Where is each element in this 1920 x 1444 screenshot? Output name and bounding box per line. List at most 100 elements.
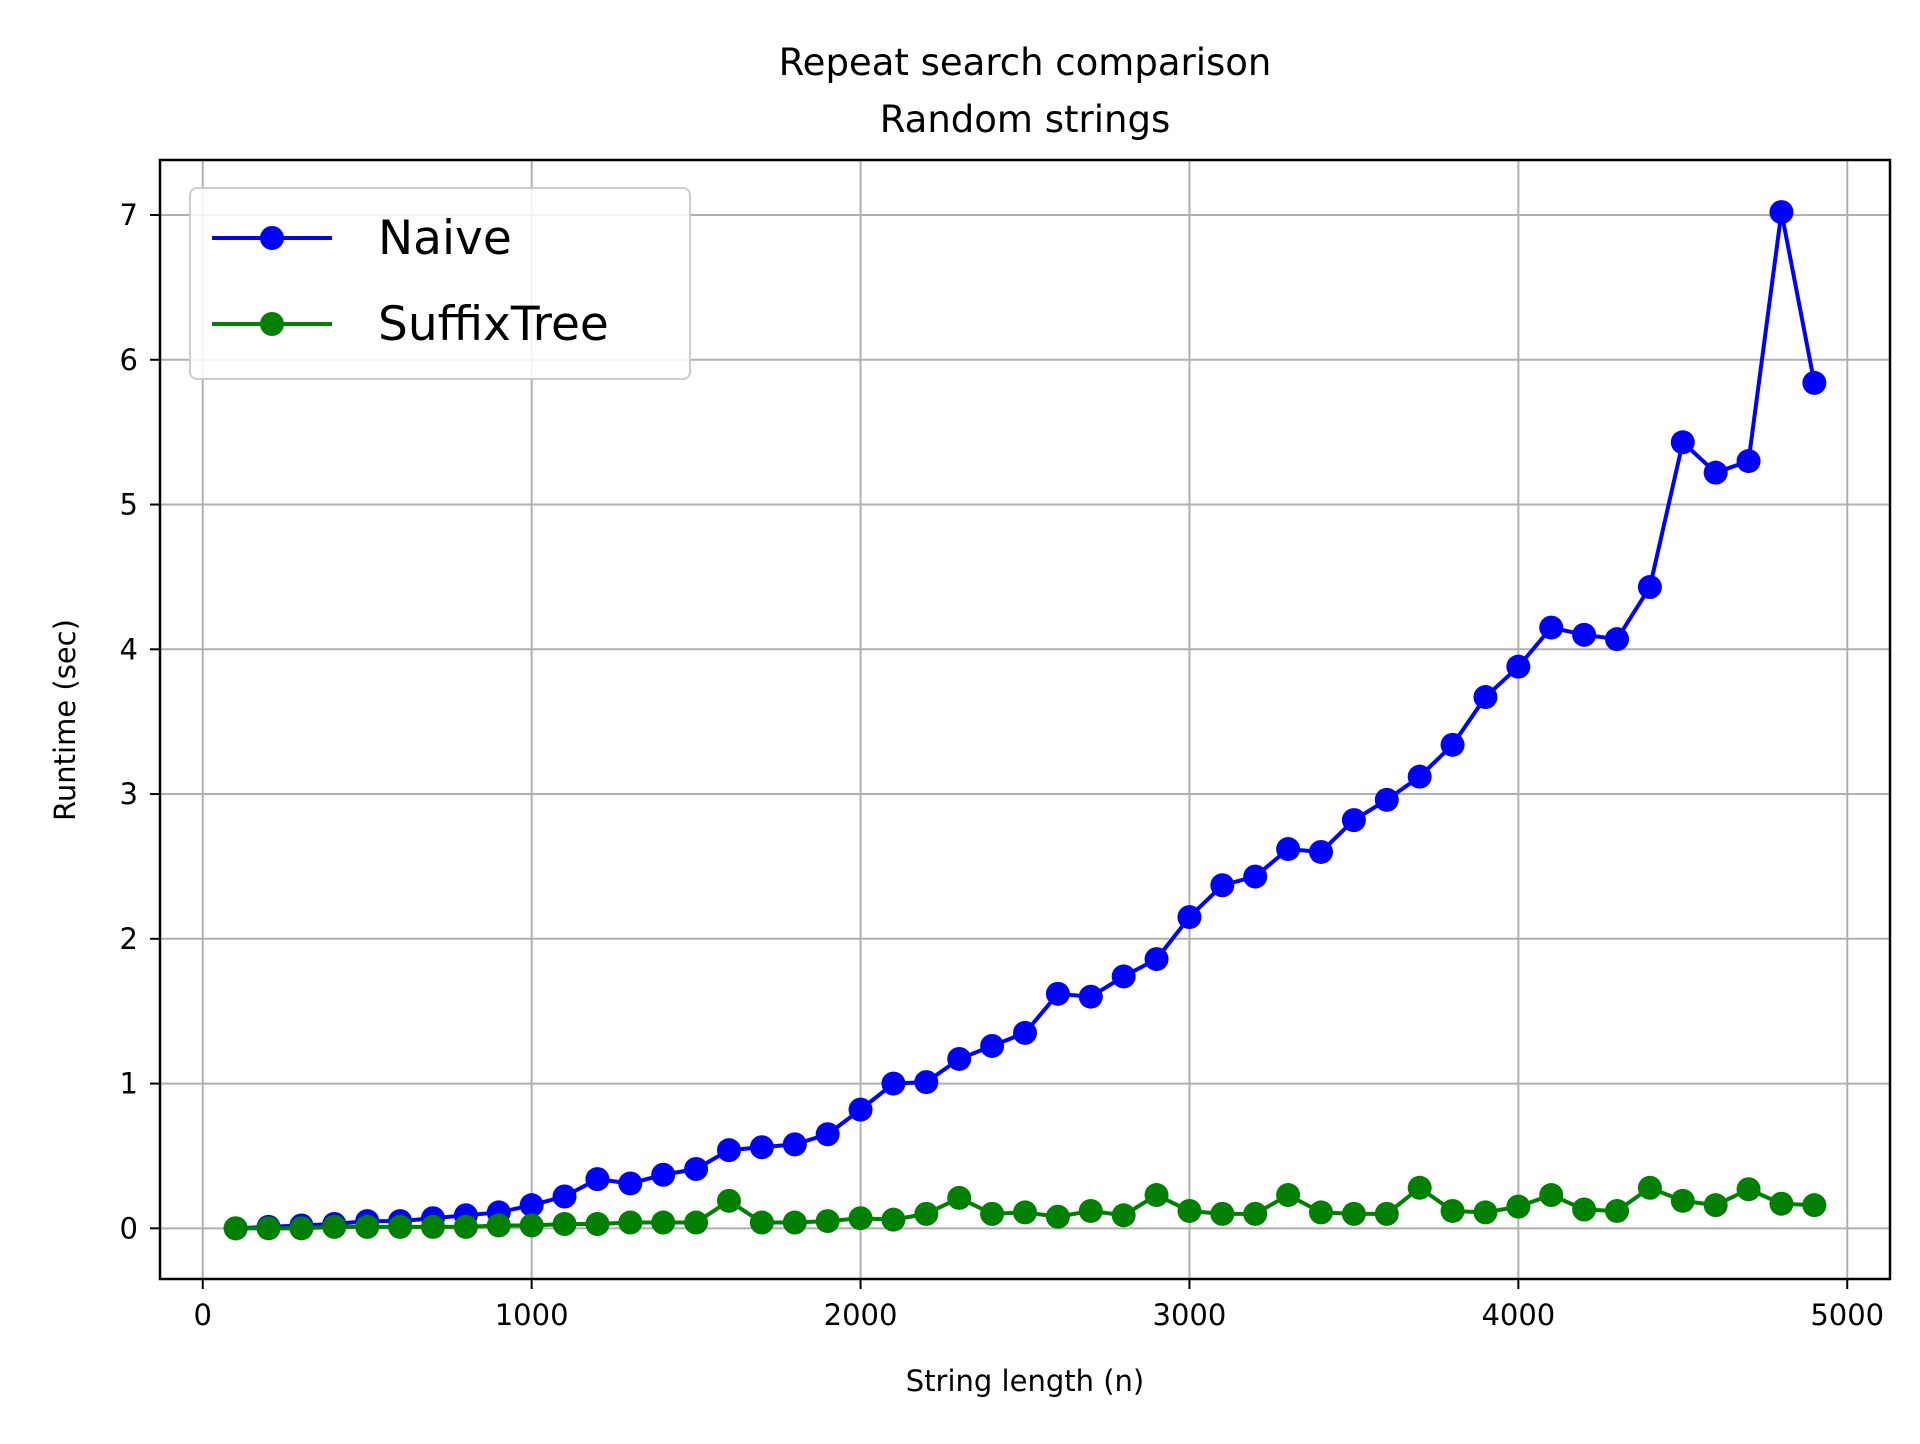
data-point-naive (1144, 947, 1169, 972)
data-point-naive (815, 1122, 840, 1147)
y-tick-label: 4 (120, 632, 138, 666)
data-point-suffixtree (420, 1214, 445, 1239)
data-point-suffixtree (1769, 1191, 1794, 1216)
data-point-suffixtree (1473, 1200, 1498, 1225)
legend-label-naive: Naive (378, 211, 512, 266)
data-point-suffixtree (256, 1216, 281, 1241)
data-point-suffixtree (881, 1207, 906, 1232)
x-tick-label: 2000 (824, 1298, 898, 1332)
data-point-naive (1802, 370, 1827, 395)
data-point-naive (1506, 654, 1531, 679)
data-point-suffixtree (289, 1216, 314, 1241)
data-point-suffixtree (1670, 1188, 1695, 1213)
x-axis-label: String length (n) (906, 1364, 1144, 1398)
legend-label-suffixtree: SuffixTree (378, 297, 609, 352)
data-point-naive (1440, 732, 1465, 757)
data-point-suffixtree (914, 1201, 939, 1226)
series-group (223, 200, 1827, 1241)
data-point-naive (848, 1097, 873, 1122)
data-point-suffixtree (1111, 1203, 1136, 1228)
data-point-naive (1539, 615, 1564, 640)
data-point-suffixtree (651, 1210, 676, 1235)
data-point-naive (782, 1132, 807, 1157)
data-point-suffixtree (782, 1210, 807, 1235)
data-point-suffixtree (1144, 1183, 1169, 1208)
data-point-suffixtree (355, 1214, 380, 1239)
data-point-suffixtree (618, 1210, 643, 1235)
y-axis-label: Runtime (sec) (48, 619, 82, 821)
y-tick-label: 0 (120, 1211, 138, 1245)
data-point-naive (1341, 808, 1366, 833)
chart-title: Repeat search comparison (779, 41, 1272, 84)
x-tick-label: 4000 (1481, 1298, 1555, 1332)
data-point-naive (1407, 764, 1432, 789)
data-point-naive (651, 1162, 676, 1187)
data-point-suffixtree (552, 1211, 577, 1236)
data-point-naive (1276, 837, 1301, 862)
chart-subtitle: Random strings (880, 98, 1170, 141)
data-point-suffixtree (1440, 1198, 1465, 1223)
y-tick-label: 5 (120, 488, 138, 522)
x-tick-label: 5000 (1810, 1298, 1884, 1332)
data-point-suffixtree (1736, 1177, 1761, 1202)
plot-frame (158, 158, 1892, 1281)
data-point-suffixtree (388, 1214, 413, 1239)
data-point-suffixtree (848, 1206, 873, 1231)
data-point-suffixtree (1703, 1193, 1728, 1218)
series-suffixtree (223, 1175, 1827, 1241)
data-point-suffixtree (1637, 1175, 1662, 1200)
data-point-naive (1210, 873, 1235, 898)
data-point-naive (914, 1070, 939, 1095)
data-point-suffixtree (815, 1209, 840, 1234)
legend-marker-naive (260, 226, 284, 250)
y-tick-label: 2 (120, 922, 138, 956)
x-tick-label: 1000 (495, 1298, 569, 1332)
data-point-naive (947, 1046, 972, 1071)
grid (160, 160, 1890, 1279)
data-point-naive (1637, 575, 1662, 600)
data-point-suffixtree (486, 1213, 511, 1238)
data-point-suffixtree (749, 1210, 774, 1235)
data-point-suffixtree (453, 1214, 478, 1239)
data-point-suffixtree (1605, 1198, 1630, 1223)
data-point-suffixtree (519, 1213, 544, 1238)
x-tick-label: 0 (194, 1298, 212, 1332)
data-point-suffixtree (1243, 1201, 1268, 1226)
data-point-naive (1177, 905, 1202, 930)
data-point-suffixtree (947, 1185, 972, 1210)
legend-box (189, 187, 691, 380)
data-point-naive (1111, 964, 1136, 989)
data-point-naive (618, 1171, 643, 1196)
data-point-suffixtree (980, 1201, 1005, 1226)
data-point-naive (1078, 984, 1103, 1009)
data-point-naive (552, 1184, 577, 1209)
data-point-naive (980, 1033, 1005, 1058)
data-point-suffixtree (1374, 1201, 1399, 1226)
data-point-naive (684, 1156, 709, 1181)
data-point-naive (1670, 430, 1695, 455)
data-point-naive (1243, 864, 1268, 889)
data-point-naive (716, 1138, 741, 1163)
axis-ticks: 0 1000 2000 3000 4000 5000 0 1 2 3 4 5 6 7 (120, 198, 1885, 1332)
data-point-naive (1374, 787, 1399, 812)
data-point-naive (585, 1167, 610, 1192)
y-tick-label: 6 (120, 343, 138, 377)
data-point-naive (1703, 460, 1728, 485)
y-tick-label: 3 (120, 777, 138, 811)
legend-marker-suffixtree (260, 312, 284, 336)
y-tick-label: 7 (120, 198, 138, 232)
data-point-suffixtree (1341, 1201, 1366, 1226)
data-point-naive (1572, 622, 1597, 647)
data-point-suffixtree (716, 1188, 741, 1213)
data-point-suffixtree (684, 1210, 709, 1235)
data-point-suffixtree (1045, 1204, 1070, 1229)
data-point-naive (1309, 839, 1334, 864)
data-point-suffixtree (1572, 1197, 1597, 1222)
data-point-naive (1013, 1020, 1037, 1045)
data-point-naive (749, 1135, 774, 1160)
data-point-suffixtree (1407, 1175, 1432, 1200)
data-point-naive (1769, 200, 1794, 225)
x-tick-label: 3000 (1153, 1298, 1227, 1332)
